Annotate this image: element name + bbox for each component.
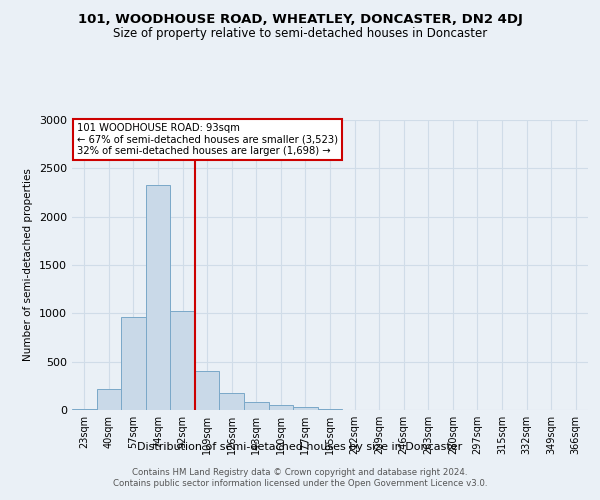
Bar — [146, 185, 170, 410]
Bar — [293, 407, 318, 410]
Text: 101, WOODHOUSE ROAD, WHEATLEY, DONCASTER, DN2 4DJ: 101, WOODHOUSE ROAD, WHEATLEY, DONCASTER… — [77, 12, 523, 26]
Bar — [318, 409, 342, 410]
Text: Contains HM Land Registry data © Crown copyright and database right 2024.
Contai: Contains HM Land Registry data © Crown c… — [113, 468, 487, 487]
Bar — [269, 404, 293, 410]
Bar — [195, 372, 220, 410]
Bar — [220, 392, 244, 410]
Bar — [72, 409, 97, 410]
Text: Size of property relative to semi-detached houses in Doncaster: Size of property relative to semi-detach… — [113, 28, 487, 40]
Text: 101 WOODHOUSE ROAD: 93sqm
← 67% of semi-detached houses are smaller (3,523)
32% : 101 WOODHOUSE ROAD: 93sqm ← 67% of semi-… — [77, 123, 338, 156]
Text: Distribution of semi-detached houses by size in Doncaster: Distribution of semi-detached houses by … — [137, 442, 463, 452]
Bar — [244, 402, 269, 410]
Bar — [170, 312, 195, 410]
Bar — [121, 317, 146, 410]
Y-axis label: Number of semi-detached properties: Number of semi-detached properties — [23, 168, 34, 362]
Bar — [97, 388, 121, 410]
